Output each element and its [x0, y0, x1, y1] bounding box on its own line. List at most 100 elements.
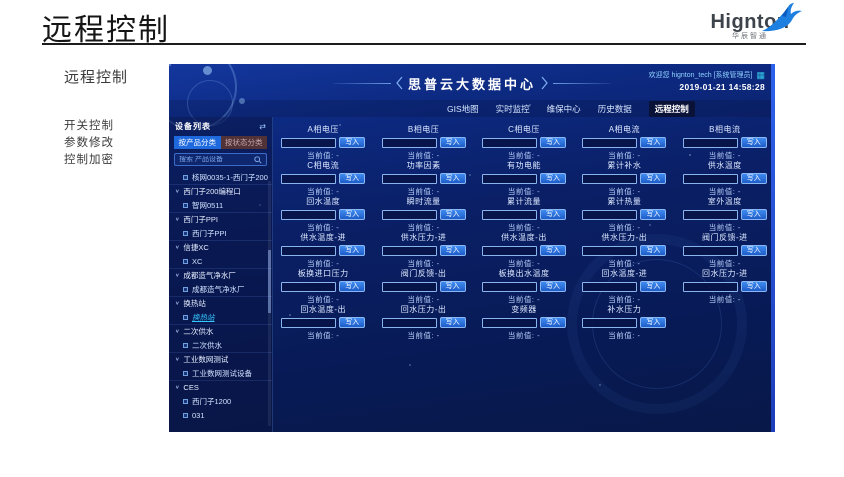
write-button[interactable]: 写入	[640, 173, 667, 184]
write-button[interactable]: 写入	[640, 137, 667, 148]
write-button[interactable]: 写入	[339, 137, 366, 148]
write-input[interactable]	[481, 317, 537, 328]
side-item-list: 开关控制 参数修改 控制加密	[64, 118, 114, 169]
write-input[interactable]	[481, 245, 537, 256]
write-button[interactable]: 写入	[740, 281, 767, 292]
write-button[interactable]: 写入	[439, 173, 466, 184]
tree-group-row[interactable]: ∨ 西门子200编程口	[169, 184, 272, 198]
write-input[interactable]	[281, 281, 337, 292]
write-button[interactable]: 写入	[339, 209, 366, 220]
tree-child-row[interactable]: XC	[169, 254, 272, 268]
write-button[interactable]: 写入	[439, 317, 466, 328]
write-button[interactable]: 写入	[339, 173, 366, 184]
write-button[interactable]: 写入	[339, 281, 366, 292]
write-button[interactable]: 写入	[740, 209, 767, 220]
tree-child-row[interactable]: 西门子PPI	[169, 226, 272, 240]
write-input[interactable]	[682, 245, 738, 256]
tree-group-row[interactable]: ∨ 二次供水	[169, 324, 272, 338]
scrollbar-thumb[interactable]	[268, 249, 271, 314]
apps-icon[interactable]: ▦	[756, 69, 765, 80]
write-button[interactable]: 写入	[539, 281, 566, 292]
nav-tab-2[interactable]: 实时监控	[495, 103, 530, 114]
write-button[interactable]: 写入	[339, 317, 366, 328]
tree-child-row[interactable]: 西门子1200	[169, 394, 272, 408]
write-button[interactable]: 写入	[640, 317, 667, 328]
nav-tab-3[interactable]: 维保中心	[546, 103, 581, 114]
write-input[interactable]	[281, 173, 337, 184]
write-button[interactable]: 写入	[640, 209, 667, 220]
write-button[interactable]: 写入	[539, 317, 566, 328]
write-input[interactable]	[381, 137, 437, 148]
write-button[interactable]: 写入	[740, 173, 767, 184]
tree-child-row[interactable]: 二次供水	[169, 338, 272, 352]
write-input[interactable]	[582, 209, 638, 220]
tree-child-row[interactable]: 智网0511	[169, 198, 272, 212]
write-input[interactable]	[281, 209, 337, 220]
search-icon[interactable]	[254, 155, 262, 164]
write-input[interactable]	[281, 137, 337, 148]
write-button[interactable]: 写入	[339, 245, 366, 256]
write-button[interactable]: 写入	[539, 209, 566, 220]
collapse-icon[interactable]: ⇄	[259, 122, 266, 131]
card-title: A相电流	[608, 125, 641, 134]
write-input[interactable]	[281, 245, 337, 256]
card-title: B相电流	[709, 125, 741, 134]
write-input[interactable]	[481, 209, 537, 220]
write-button[interactable]: 写入	[640, 245, 667, 256]
write-button[interactable]: 写入	[439, 209, 466, 220]
write-input[interactable]	[582, 281, 638, 292]
write-input[interactable]	[481, 281, 537, 292]
tree-group-row[interactable]: ∨ 信捷XC	[169, 240, 272, 254]
write-input[interactable]	[381, 281, 437, 292]
write-input[interactable]	[381, 209, 437, 220]
write-button[interactable]: 写入	[740, 137, 767, 148]
write-input[interactable]	[582, 173, 638, 184]
write-input[interactable]	[481, 173, 537, 184]
write-input[interactable]	[682, 173, 738, 184]
card-title: 供水压力-出	[601, 233, 648, 242]
search-input[interactable]	[179, 156, 254, 163]
write-input[interactable]	[381, 245, 437, 256]
current-value: -	[735, 187, 741, 196]
sidebar-tab-2[interactable]: 按状态分类	[220, 136, 267, 149]
write-input[interactable]	[582, 137, 638, 148]
write-button[interactable]: 写入	[439, 281, 466, 292]
nav-tab-1[interactable]: GIS地图	[447, 103, 479, 114]
write-input[interactable]	[582, 317, 638, 328]
device-icon	[183, 342, 188, 348]
write-input[interactable]	[582, 245, 638, 256]
current-value-row: 当前值: -	[574, 330, 674, 341]
write-button[interactable]: 写入	[640, 281, 667, 292]
nav-tab-5[interactable]: 远程控制	[648, 100, 695, 117]
write-input[interactable]	[481, 137, 537, 148]
tree-group-row[interactable]: ∨ 西门子PPI	[169, 212, 272, 226]
write-input[interactable]	[381, 317, 437, 328]
tree-group-row[interactable]: ∨ CES	[169, 380, 272, 394]
card-title: 回水温度	[306, 197, 341, 206]
tree-child-row[interactable]: 核网0035-1-西门子200	[169, 170, 272, 184]
tree-group-row[interactable]: ∨ 工业数网测试	[169, 352, 272, 366]
control-card: 功率因素 写入 当前值: -	[373, 160, 473, 196]
write-input[interactable]	[682, 281, 738, 292]
tree-child-row[interactable]: 换热站	[169, 310, 272, 324]
write-button[interactable]: 写入	[439, 137, 466, 148]
tree-group-row[interactable]: ∨ 成都造气净水厂	[169, 268, 272, 282]
write-button[interactable]: 写入	[539, 137, 566, 148]
sidebar-scrollbar[interactable]	[268, 181, 271, 426]
tree-child-row[interactable]: 031	[169, 408, 272, 422]
tree-group-row[interactable]: ∨ 换热站	[169, 296, 272, 310]
write-input[interactable]	[682, 209, 738, 220]
nav-tab-4[interactable]: 历史数据	[597, 103, 632, 114]
sidebar-tab-1[interactable]: 按产品分类	[174, 136, 221, 149]
current-label: 当前值:	[507, 259, 535, 268]
write-input[interactable]	[281, 317, 337, 328]
tree-child-row[interactable]: 工业数网测试设备	[169, 366, 272, 380]
write-button[interactable]: 写入	[539, 245, 566, 256]
write-button[interactable]: 写入	[439, 245, 466, 256]
write-input[interactable]	[682, 137, 738, 148]
write-input[interactable]	[381, 173, 437, 184]
current-value-row: 当前值: -	[273, 258, 373, 269]
write-button[interactable]: 写入	[539, 173, 566, 184]
tree-child-row[interactable]: 成都造气净水厂	[169, 282, 272, 296]
write-button[interactable]: 写入	[740, 245, 767, 256]
